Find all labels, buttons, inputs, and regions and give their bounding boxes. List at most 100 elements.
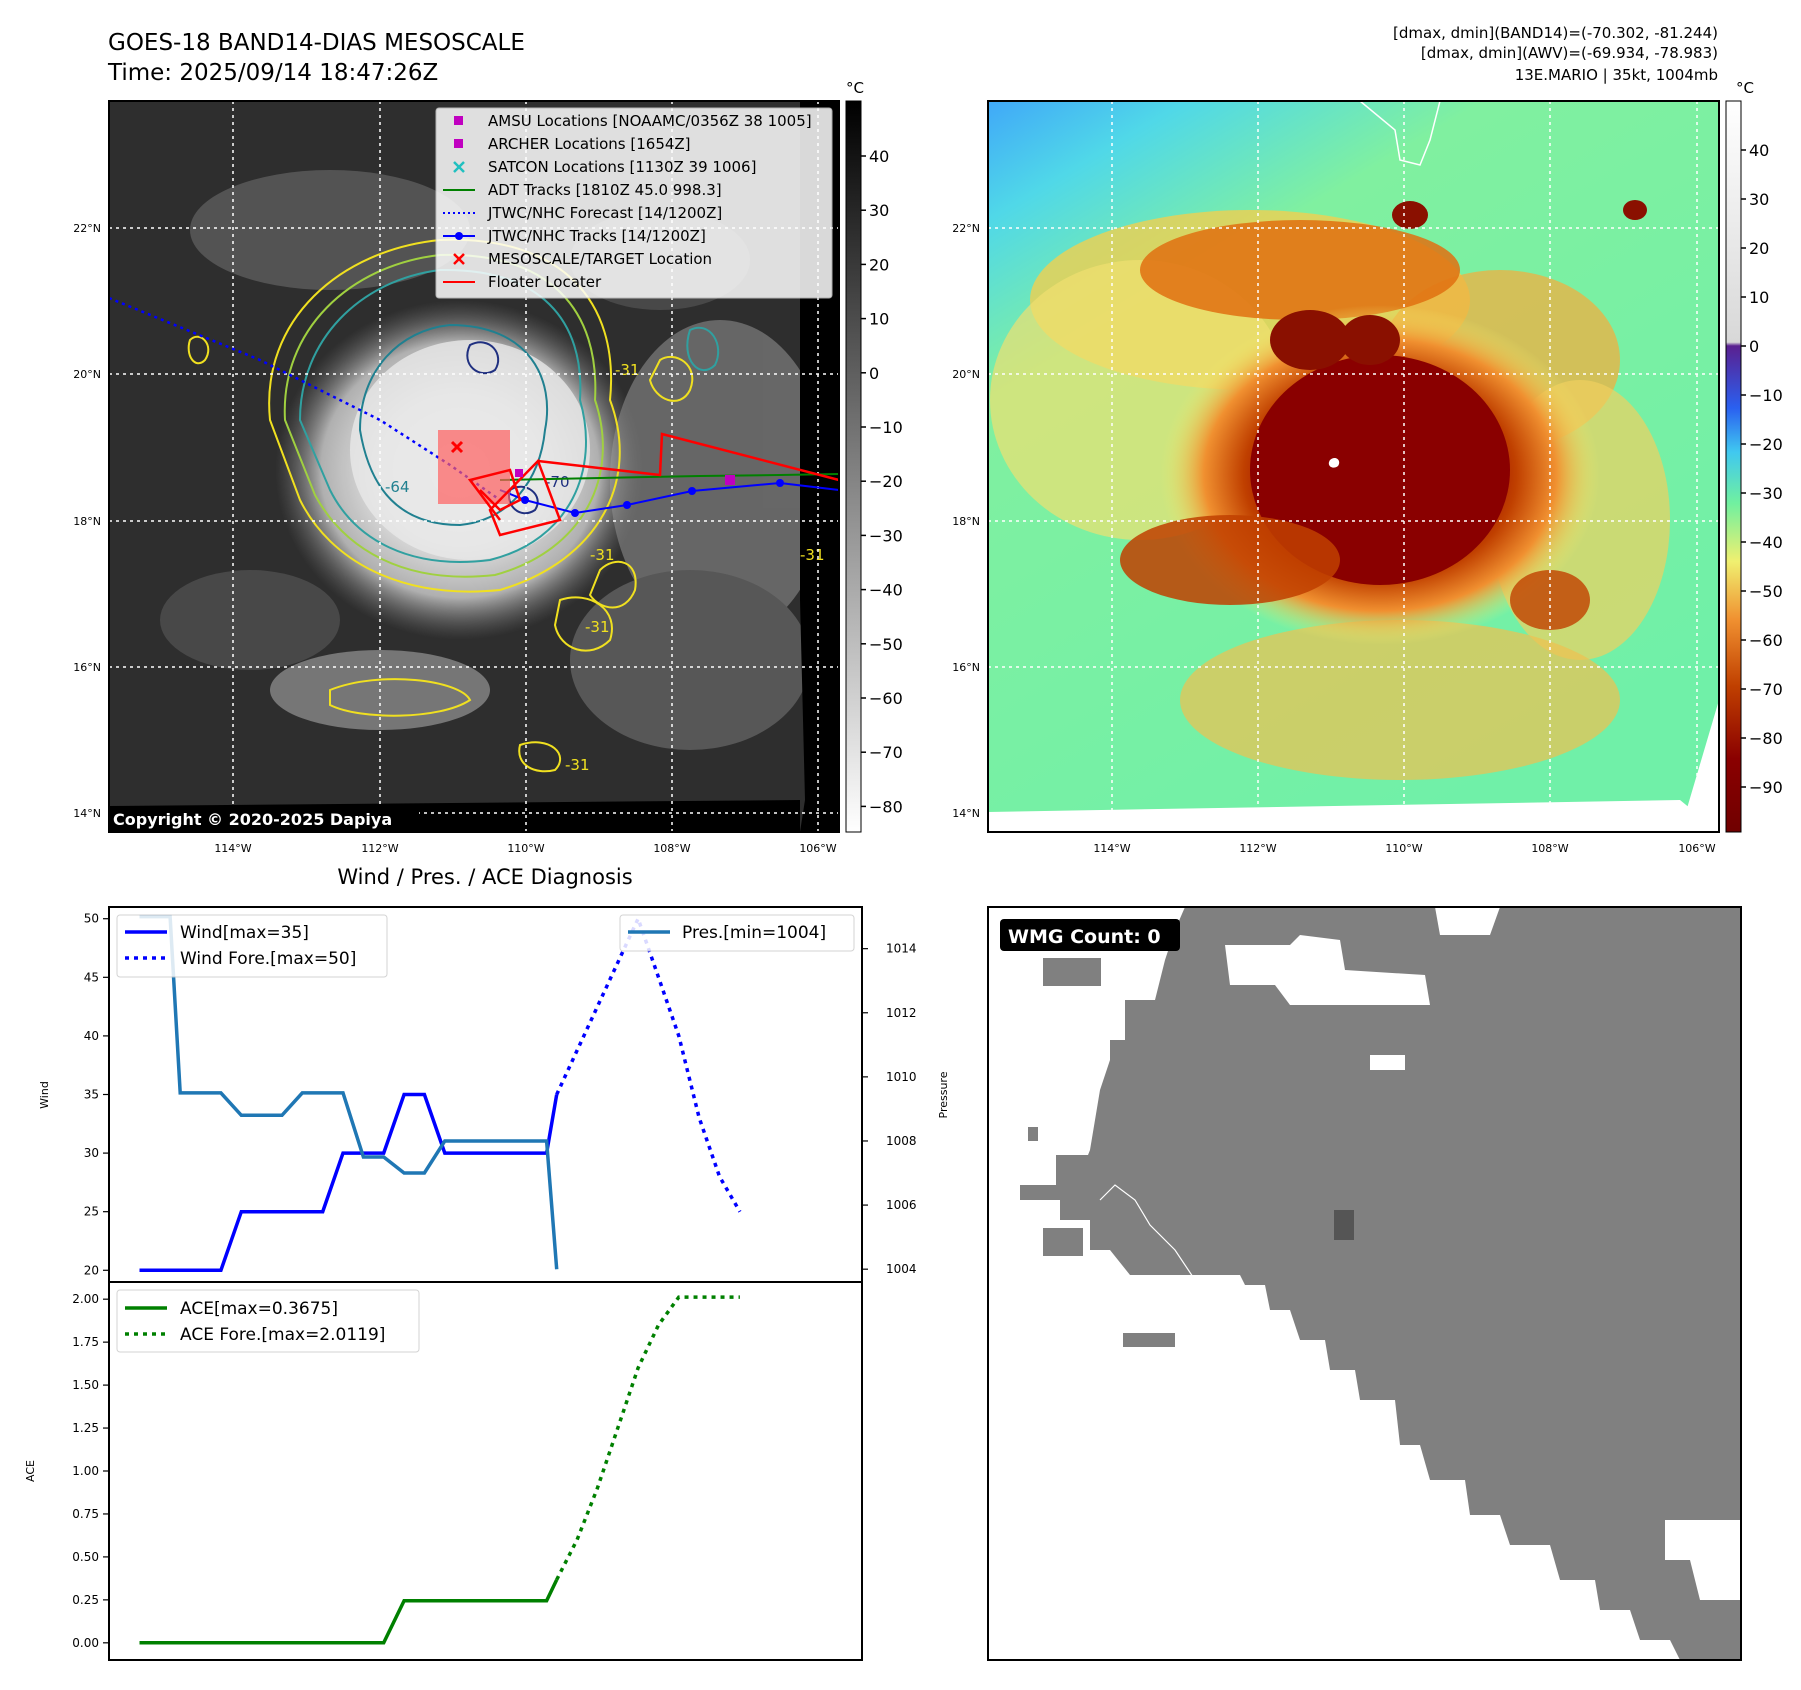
y-tick-label: 2.00 <box>72 1292 99 1306</box>
legend-wind: Wind[max=35] <box>180 923 309 943</box>
lat-label: 16°N <box>952 661 980 674</box>
adt-track <box>499 473 840 481</box>
y2-tick-label: 1014 <box>886 942 917 956</box>
awv-colorbar-unit: °C <box>1736 79 1754 97</box>
colorbar-tick-label: −50 <box>869 635 903 654</box>
awv-no-data-area <box>1680 101 1719 832</box>
y-tick-label: 0.00 <box>72 1636 99 1650</box>
y-tick-label: 45 <box>84 970 99 984</box>
colorbar-tick-label: −20 <box>869 472 903 491</box>
colorbar-tick-label: −80 <box>869 797 903 816</box>
wmg-gap <box>1370 1055 1405 1070</box>
wind-axis-label: Wind <box>38 1081 51 1109</box>
lat-label: 20°N <box>73 368 101 381</box>
contour-label: -31 <box>615 361 640 379</box>
colorbar-tick-label: −30 <box>869 526 903 545</box>
series-line <box>139 1578 559 1645</box>
ir-contour-labels: -31 -31 -64 -70 -31 -31 -31 <box>385 361 825 774</box>
awv-no-data-bottom <box>988 800 1719 832</box>
awv-lon-labels: 114°W 112°W 110°W 108°W 106°W <box>1093 842 1715 855</box>
wind-legend: Wind[max=35] Wind Fore.[max=50] <box>116 914 388 978</box>
colorbar-tick-label: −50 <box>1749 582 1783 601</box>
contour-label: -31 <box>800 546 825 564</box>
y2-tick-label: 1010 <box>886 1070 917 1084</box>
y-tick-label: 35 <box>84 1088 99 1102</box>
copyright-text: Copyright © 2020-2025 Dapiya <box>113 810 392 829</box>
wmg-gap <box>1225 935 1430 1005</box>
wmg-coastline <box>1099 1184 1196 1292</box>
colorbar-tick-label: −10 <box>869 418 903 437</box>
colorbar-tick-label: −70 <box>1749 680 1783 699</box>
wmg-gap <box>1435 907 1500 935</box>
ir-lon-labels: 114°W 112°W 110°W 108°W 106°W <box>214 842 836 855</box>
wmg-count-badge: WMG Count: 0 <box>1008 926 1161 948</box>
awv-map-frame <box>987 100 1720 833</box>
lon-label: 112°W <box>361 842 398 855</box>
lat-label: 18°N <box>73 515 101 528</box>
pressure-axis-label: Pressure <box>937 1071 950 1118</box>
legend-label: JTWC/NHC Tracks [14/1200Z] <box>487 227 706 245</box>
lon-label: 112°W <box>1239 842 1276 855</box>
lat-label: 14°N <box>73 807 101 820</box>
legend-symbol <box>454 116 463 125</box>
ace-legend: ACE[max=0.3675] ACE Fore.[max=2.0119] <box>116 1289 420 1353</box>
legend-symbol <box>453 161 465 173</box>
legend-label: AMSU Locations [NOAAMC/0356Z 38 1005] <box>488 112 812 130</box>
series-line <box>139 914 559 1270</box>
colorbar-tick-label: 30 <box>1749 190 1769 209</box>
awv-coastline <box>1359 100 1441 166</box>
ir-panel: -31 -31 -64 -70 -31 -31 -31 <box>73 79 903 855</box>
ir-legend: AMSU Locations [NOAAMC/0356Z 38 1005] ARC… <box>435 107 833 299</box>
colorbar-tick-label: 20 <box>1749 239 1769 258</box>
info-line2: [dmax, dmin](AWV)=(-69.934, -78.983) <box>1421 44 1718 62</box>
colorbar-tick-label: −60 <box>1749 631 1783 650</box>
wmg-island <box>1028 1127 1038 1141</box>
series-line <box>139 1092 559 1273</box>
awv-colorbar-ticks: 40 30 20 10 0 −10 −20 −30 −40 −50 −60 −70 −80 −90 <box>1741 141 1783 797</box>
legend-label: SATCON Locations [1130Z 39 1006] <box>488 158 756 176</box>
lon-label: 108°W <box>653 842 690 855</box>
y-tick-label: 1.25 <box>72 1421 99 1435</box>
ir-map-frame <box>108 100 840 833</box>
awv-lat-labels: 22°N 20°N 18°N 16°N 14°N <box>952 222 980 820</box>
contour-label: -31 <box>585 618 610 636</box>
wmg-panel: WMG Count: 0 <box>987 906 1742 1661</box>
figure-title-line1: GOES-18 BAND14-DIAS MESOSCALE <box>108 30 525 56</box>
legend-label: ADT Tracks [1810Z 45.0 998.3] <box>488 181 722 199</box>
ir-colorbar-ticks: 40 30 20 10 0 −10 −20 −30 −40 −50 −60 −70 −80 <box>861 147 903 816</box>
colorbar-tick-label: 40 <box>1749 141 1769 160</box>
pressure-legend: Pres.[min=1004] <box>619 914 855 952</box>
y-tick-label: 50 <box>84 912 99 926</box>
wmg-island <box>1123 1333 1175 1347</box>
colorbar-tick-label: −70 <box>869 743 903 762</box>
awv-gridlines <box>988 101 1719 832</box>
legend-pressure: Pres.[min=1004] <box>682 923 826 943</box>
lat-label: 20°N <box>952 368 980 381</box>
colorbar-tick-label: −10 <box>1749 386 1783 405</box>
colorbar-tick-label: −80 <box>1749 729 1783 748</box>
ir-contours <box>187 238 720 773</box>
contour-label: -70 <box>545 473 570 491</box>
diagnosis-title: Wind / Pres. / ACE Diagnosis <box>337 865 632 889</box>
lon-label: 110°W <box>1385 842 1422 855</box>
y-tick-label: 30 <box>84 1146 99 1160</box>
ace-chart: 2.00 1.75 1.50 1.25 1.00 0.75 0.50 0.25 0.00 ACE… <box>24 1281 863 1661</box>
wmg-count-badge-bg <box>1000 919 1180 951</box>
ir-colorbar <box>845 100 862 833</box>
wmg-mask <box>1020 907 1741 1660</box>
lon-label: 114°W <box>1093 842 1130 855</box>
y2-tick-label: 1004 <box>886 1262 917 1276</box>
lat-label: 22°N <box>952 222 980 235</box>
lon-label: 106°W <box>1678 842 1715 855</box>
archer-marker <box>515 469 523 477</box>
lon-label: 106°W <box>799 842 836 855</box>
wmg-island <box>1056 1155 1088 1185</box>
colorbar-tick-label: 30 <box>869 201 889 220</box>
y-tick-label: 1.50 <box>72 1378 99 1392</box>
legend-symbol <box>455 232 463 240</box>
info-line1: [dmax, dmin](BAND14)=(-70.302, -81.244) <box>1393 24 1718 42</box>
colorbar-tick-label: 20 <box>869 255 889 274</box>
legend-wind-forecast: Wind Fore.[max=50] <box>180 949 356 969</box>
mesoscale-target-x <box>450 440 464 454</box>
colorbar-tick-label: 40 <box>869 147 889 166</box>
